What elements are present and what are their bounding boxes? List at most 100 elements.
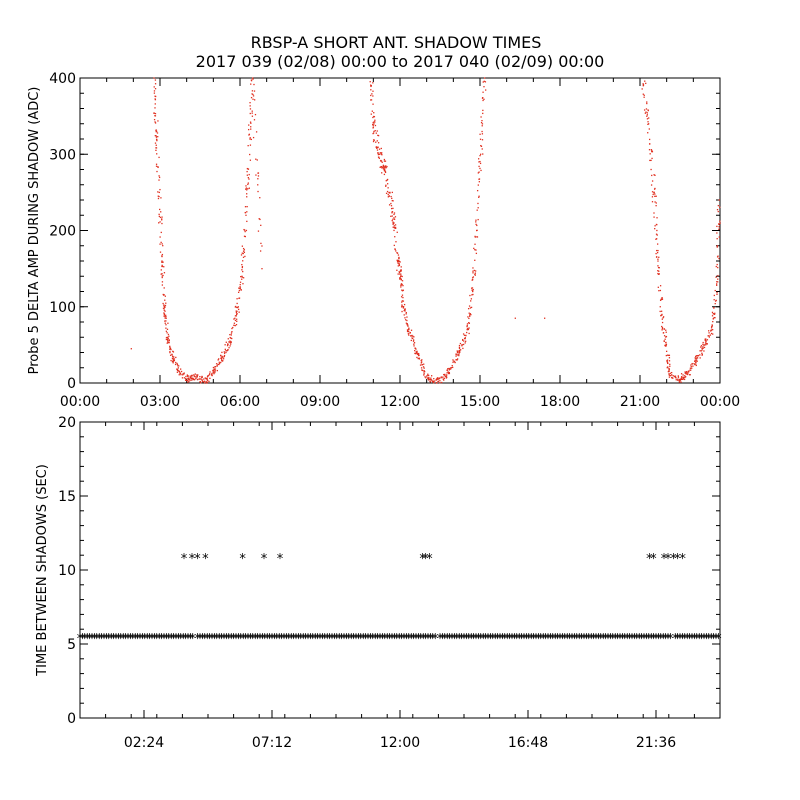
- data-point: [444, 375, 447, 378]
- data-point: [185, 378, 187, 380]
- data-point: [466, 323, 469, 325]
- data-point: [376, 147, 379, 149]
- data-point: [711, 324, 713, 326]
- data-point: [646, 114, 649, 116]
- data-point: [466, 325, 468, 328]
- data-point: [200, 382, 202, 384]
- data-point: [189, 375, 191, 377]
- data-point: [474, 243, 476, 245]
- data-point: [161, 264, 163, 266]
- data-point: [654, 225, 656, 227]
- data-point: [680, 379, 682, 381]
- data-point: [675, 379, 677, 381]
- data-point: [384, 170, 387, 172]
- data-point: *: [600, 632, 607, 647]
- data-point: [471, 277, 474, 279]
- data-point: [401, 300, 403, 302]
- data-point: [169, 354, 172, 356]
- data-point: [650, 149, 653, 151]
- data-point: [236, 310, 238, 312]
- data-point: [443, 373, 445, 376]
- data-point: *: [528, 632, 535, 647]
- data-point: [423, 371, 425, 373]
- data-point: [462, 333, 465, 335]
- data-point: [211, 374, 213, 377]
- data-point: *: [307, 632, 314, 647]
- data-point: [376, 149, 379, 151]
- data-point: *: [516, 632, 523, 647]
- data-point: [669, 365, 671, 367]
- data-point: [659, 310, 661, 313]
- data-point: *: [319, 632, 326, 647]
- data-point: [439, 380, 441, 382]
- data-point: [659, 285, 662, 287]
- data-point: [252, 77, 254, 79]
- data-point: [228, 341, 230, 343]
- data-point: *: [552, 632, 559, 647]
- data-point: [232, 326, 234, 329]
- data-point: *: [274, 632, 281, 647]
- data-point: [689, 374, 691, 376]
- data-point: [178, 374, 180, 376]
- data-point: [155, 136, 158, 138]
- data-point: *: [672, 632, 679, 647]
- data-point: [443, 379, 445, 381]
- data-point: [453, 361, 456, 363]
- data-point: [415, 352, 417, 355]
- data-point: [153, 112, 155, 114]
- data-point: [663, 335, 666, 337]
- data-point: [691, 367, 693, 369]
- data-point: [253, 83, 255, 86]
- data-point: [241, 265, 244, 268]
- data-point: [240, 275, 242, 278]
- data-point: [176, 364, 179, 366]
- data-point: [172, 357, 174, 359]
- data-point: *: [521, 632, 528, 647]
- data-point: [407, 333, 410, 335]
- data-point: [179, 372, 181, 374]
- data-point: [677, 378, 679, 380]
- data-point: *: [482, 632, 489, 647]
- data-point: [400, 269, 402, 271]
- data-point: [456, 351, 459, 353]
- y-tick-label: 400: [49, 71, 76, 87]
- data-point: [662, 316, 665, 318]
- data-point: [400, 266, 402, 268]
- data-point: [708, 332, 710, 334]
- data-point: [220, 357, 222, 359]
- data-point: *: [578, 632, 585, 647]
- data-point: [163, 315, 165, 317]
- data-point: [194, 373, 196, 375]
- data-point: [648, 149, 651, 151]
- data-point: [231, 337, 233, 340]
- data-point: [166, 328, 169, 330]
- data-point: [161, 219, 163, 221]
- data-point: [242, 252, 244, 255]
- data-point: [169, 350, 171, 353]
- data-point: *: [384, 632, 391, 647]
- data-point: *: [422, 632, 429, 647]
- data-point: [663, 328, 666, 330]
- data-point: [400, 278, 402, 280]
- data-point: [217, 359, 219, 361]
- plot-frame: [79, 77, 721, 384]
- data-point: [155, 131, 157, 133]
- data-point: [383, 173, 386, 176]
- data-point: [669, 374, 671, 377]
- data-point: [659, 299, 662, 301]
- data-point: [375, 146, 378, 148]
- data-point: [711, 311, 714, 314]
- data-point: *: [418, 632, 425, 647]
- data-point: [400, 306, 403, 308]
- data-point: [466, 328, 468, 330]
- data-point: [661, 297, 663, 299]
- data-point: [187, 377, 189, 380]
- data-point: [246, 196, 248, 198]
- data-point: *: [250, 632, 257, 647]
- data-point: [193, 374, 195, 376]
- data-point: [240, 289, 242, 291]
- data-point: [480, 145, 483, 147]
- data-point: [396, 259, 399, 262]
- data-point: [156, 139, 158, 141]
- data-point: [423, 373, 425, 375]
